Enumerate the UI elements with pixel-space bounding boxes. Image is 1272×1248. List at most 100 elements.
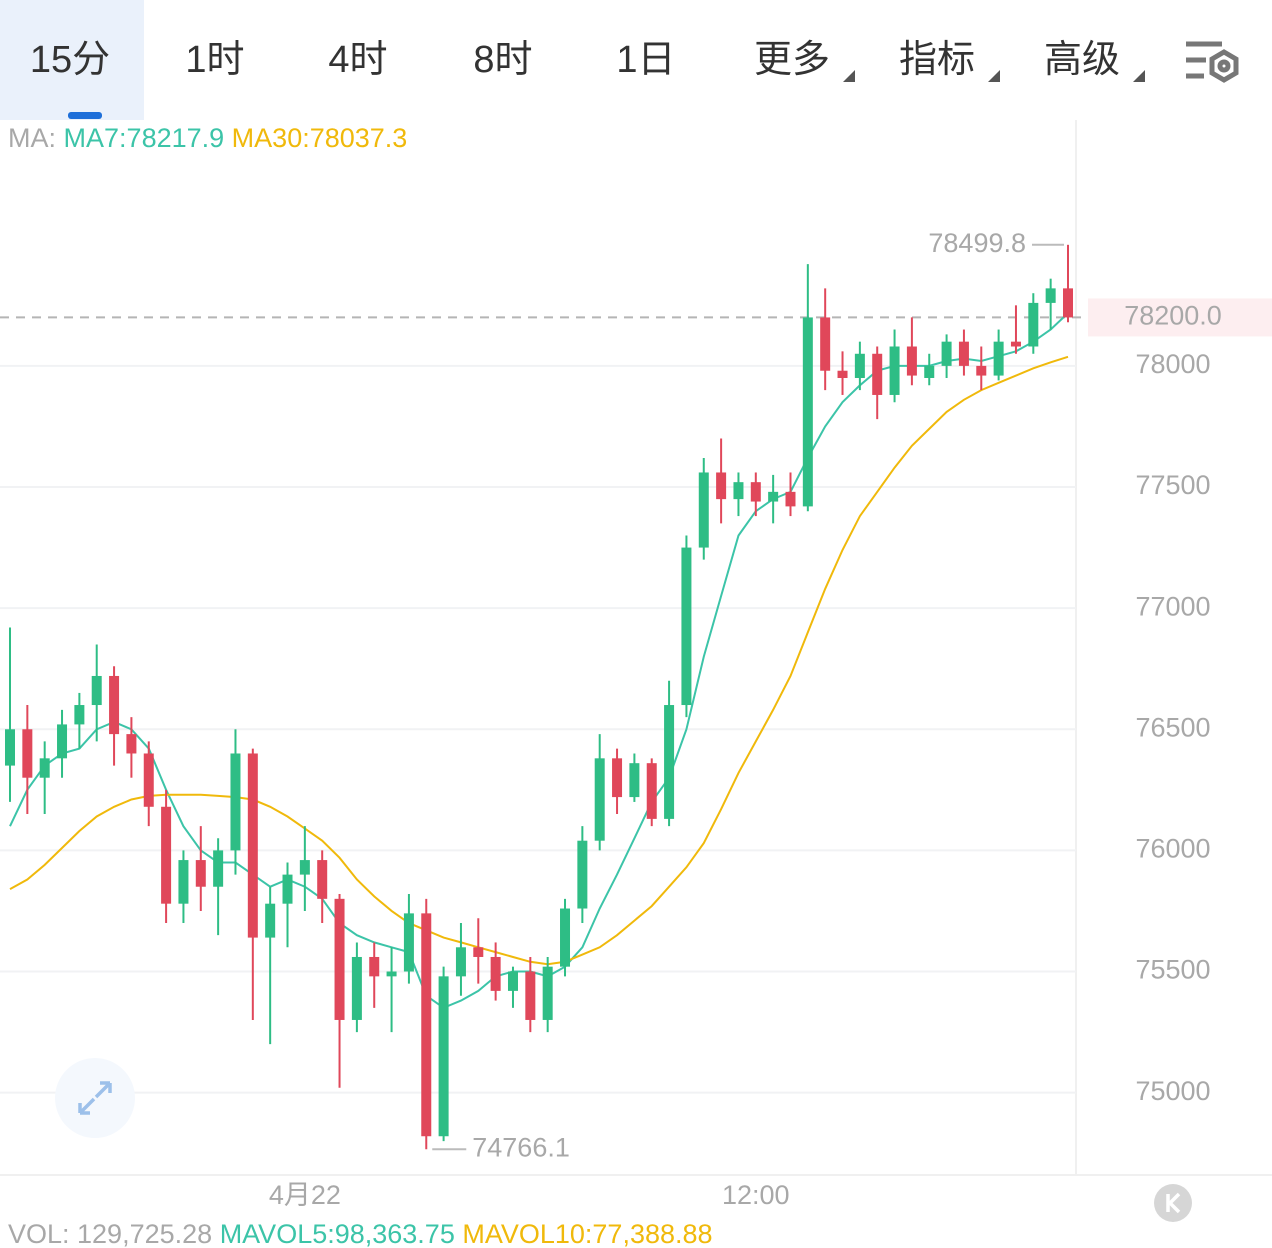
candle-body <box>22 729 33 778</box>
mavol10: MAVOL10:77,388.88 <box>462 1219 712 1248</box>
candle-body <box>161 806 172 904</box>
candle-body <box>317 860 328 899</box>
candle-body <box>126 734 137 754</box>
candle-body <box>785 491 796 507</box>
active-tab-bg <box>0 0 144 120</box>
y-tick-label: 76000 <box>1135 834 1210 864</box>
candle-body <box>109 675 120 735</box>
y-tick-label: 76500 <box>1135 712 1210 742</box>
candle-body <box>403 913 414 972</box>
x-tick-label: 12:00 <box>722 1180 790 1210</box>
ma-legend: MA: MA7:78217.9 MA30:78037.3 <box>8 123 407 153</box>
candle-body <box>542 966 553 1020</box>
candle-body <box>178 860 189 904</box>
low-label: 74766.1 <box>472 1132 570 1162</box>
plot-area: 75000 75500 76000 76500 77000 77500 78000 4月22 1… <box>0 123 1272 1248</box>
last-price-label: 78200.0 <box>1124 301 1222 331</box>
candle-body <box>213 850 224 887</box>
candle-body <box>976 365 987 376</box>
candle-body <box>299 860 310 875</box>
candle-body <box>629 763 640 798</box>
tab[interactable]: 更多 <box>754 39 830 81</box>
y-tick-label: 75500 <box>1135 955 1210 985</box>
tab[interactable]: 指标 <box>899 39 975 81</box>
candle-body <box>195 860 206 887</box>
candle-body <box>473 947 484 957</box>
candle-body <box>1028 302 1039 347</box>
ma-legend-entry: MA7:78217.9 <box>64 123 225 153</box>
candle-body <box>577 840 588 909</box>
candle-body <box>560 908 571 967</box>
y-tick-label: 75000 <box>1135 1076 1210 1106</box>
volume-legend: VOL: 129,725.28 MAVOL5:98,363.75 MAVOL10… <box>8 1219 713 1248</box>
candle-body <box>247 753 258 938</box>
candle-body <box>872 353 883 395</box>
candle-body <box>594 758 605 841</box>
scroll-latest-button[interactable] <box>1154 1184 1192 1222</box>
ma-line <box>9 355 1069 966</box>
candle-body <box>664 705 675 819</box>
candle-body <box>282 874 293 904</box>
candle-body <box>716 472 727 500</box>
last-price-bg <box>1088 298 1272 337</box>
candle-body <box>143 753 154 807</box>
candle-body <box>854 353 865 378</box>
candle-body <box>681 547 692 706</box>
candle-body <box>525 971 536 1020</box>
candle-body <box>91 675 102 706</box>
candle-body <box>74 705 85 725</box>
candle-body <box>768 491 779 502</box>
dropdown-markers <box>843 70 1145 82</box>
candle-body <box>265 903 276 938</box>
y-tick-label: 77500 <box>1135 470 1210 500</box>
candle-body <box>698 472 709 548</box>
candle-body <box>906 346 917 376</box>
candle-body <box>507 971 518 991</box>
candle-body <box>733 482 744 500</box>
candle-body <box>958 341 969 366</box>
candle-body <box>750 482 761 502</box>
tab[interactable]: 1日 <box>616 39 675 81</box>
candle-body <box>837 370 848 378</box>
y-tick-label: 78000 <box>1135 349 1210 379</box>
candle-body <box>802 317 813 507</box>
candle-body <box>369 956 380 977</box>
tab[interactable]: 1时 <box>185 39 244 81</box>
candle-body <box>1045 288 1056 303</box>
candle-body <box>941 341 952 366</box>
scroll-latest-icon <box>1166 1192 1181 1214</box>
candle-body <box>612 758 623 798</box>
high-label: 78499.8 <box>928 228 1026 258</box>
candle-body <box>820 317 831 371</box>
timeframe-tabs: 15分 1时 4时 8时 1日 更多 指标 高级 <box>30 39 1120 81</box>
candle-body <box>230 753 241 851</box>
candle-body <box>334 898 345 1020</box>
candle-body <box>351 956 362 1020</box>
ma-legend-entry: MA30:78037.3 <box>232 123 408 153</box>
candle-body <box>57 724 68 759</box>
active-tab-indicator <box>68 112 102 119</box>
x-tick-label: 4月22 <box>269 1180 341 1210</box>
candle-body <box>924 365 935 378</box>
fullscreen-icon <box>78 1081 112 1115</box>
settings-icon[interactable] <box>1186 41 1239 83</box>
candle-body <box>889 346 900 395</box>
tab[interactable]: 8时 <box>473 39 532 81</box>
ma-prefix: MA: <box>8 123 56 153</box>
tab[interactable]: 15分 <box>30 39 110 81</box>
candle-body <box>386 971 397 977</box>
candle-body <box>993 341 1004 376</box>
candle-body <box>490 956 501 991</box>
y-tick-label: 77000 <box>1135 591 1210 621</box>
tab[interactable]: 4时 <box>328 39 387 81</box>
candle-body <box>5 729 15 766</box>
tab[interactable]: 高级 <box>1044 39 1120 81</box>
candle-body <box>421 913 432 1137</box>
candle-body <box>39 758 50 778</box>
fullscreen-button[interactable] <box>55 1058 135 1138</box>
candle-body <box>1063 288 1073 318</box>
mavol5: MAVOL5:98,363.75 <box>220 1219 455 1248</box>
candle-body <box>455 947 466 977</box>
